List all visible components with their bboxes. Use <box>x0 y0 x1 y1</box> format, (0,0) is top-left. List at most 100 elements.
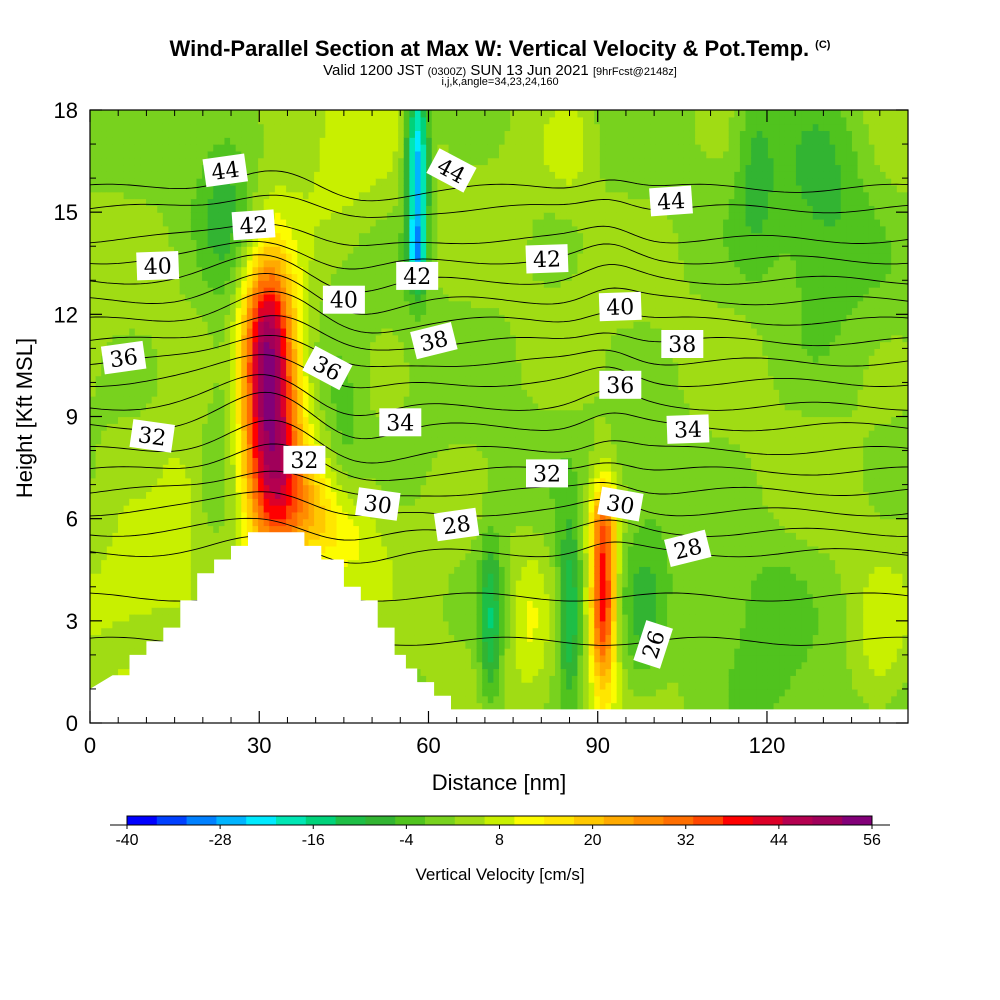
velocity-cell <box>325 511 332 520</box>
velocity-cell <box>302 307 310 315</box>
velocity-cell <box>202 566 209 574</box>
velocity-cell <box>129 579 136 588</box>
velocity-cell <box>297 402 304 411</box>
velocity-cell <box>174 586 181 595</box>
velocity-cell <box>213 450 220 458</box>
velocity-cell <box>134 518 142 527</box>
velocity-cell <box>190 362 198 370</box>
velocity-cell <box>353 402 360 411</box>
velocity-cell <box>134 491 142 499</box>
velocity-cell <box>347 266 354 275</box>
velocity-cell <box>140 464 147 472</box>
velocity-cell <box>274 259 282 268</box>
velocity-cell <box>302 491 310 499</box>
velocity-cell <box>179 423 186 431</box>
velocity-cell <box>336 545 343 554</box>
velocity-cell <box>151 579 158 588</box>
velocity-cell <box>90 280 97 288</box>
velocity-cell <box>179 273 186 281</box>
velocity-cell <box>386 382 394 390</box>
velocity-cell <box>162 191 170 200</box>
velocity-cell <box>252 423 259 431</box>
velocity-cell <box>302 110 310 118</box>
velocity-cell <box>358 212 366 220</box>
velocity-cell <box>174 110 181 118</box>
velocity-cell <box>90 675 97 683</box>
velocity-cell <box>106 212 114 220</box>
velocity-cell <box>386 300 394 309</box>
velocity-cell <box>375 287 382 295</box>
velocity-cell <box>157 470 164 479</box>
velocity-cell <box>95 246 102 254</box>
velocity-cell <box>241 259 248 268</box>
velocity-cell <box>134 559 142 567</box>
velocity-cell <box>157 545 164 554</box>
velocity-cell <box>235 341 242 349</box>
velocity-cell <box>218 389 226 397</box>
velocity-cell <box>325 259 332 268</box>
velocity-cell <box>190 477 198 486</box>
velocity-cell <box>398 525 405 533</box>
velocity-cell <box>213 232 220 241</box>
velocity-cell <box>157 532 164 540</box>
velocity-cell <box>101 396 108 404</box>
velocity-cell <box>146 545 153 554</box>
velocity-cell <box>269 498 276 506</box>
velocity-cell <box>207 144 214 152</box>
velocity-cell <box>151 600 158 608</box>
velocity-cell <box>151 525 158 533</box>
velocity-cell <box>213 218 220 227</box>
velocity-cell <box>353 355 360 363</box>
velocity-cell <box>235 191 242 200</box>
velocity-cell <box>235 511 242 520</box>
velocity-cell <box>106 191 114 200</box>
velocity-cell <box>297 253 304 261</box>
velocity-cell <box>342 416 349 424</box>
velocity-cell <box>146 511 153 520</box>
velocity-cell <box>146 198 153 206</box>
velocity-cell <box>190 150 198 159</box>
velocity-cell <box>218 144 226 152</box>
velocity-cell <box>347 327 354 336</box>
velocity-cell <box>157 198 164 206</box>
velocity-cell <box>392 246 399 254</box>
velocity-cell <box>134 525 142 533</box>
velocity-cell <box>286 191 293 200</box>
velocity-cell <box>129 178 136 186</box>
velocity-cell <box>190 505 198 513</box>
velocity-cell <box>241 239 248 247</box>
velocity-cell <box>375 300 382 309</box>
velocity-cell <box>308 116 315 125</box>
velocity-cell <box>202 389 209 397</box>
velocity-cell <box>325 539 332 547</box>
velocity-cell <box>196 348 203 356</box>
velocity-cell <box>381 559 388 567</box>
velocity-cell <box>218 150 226 159</box>
velocity-cell <box>190 273 198 281</box>
velocity-cell <box>246 239 254 247</box>
velocity-cell <box>347 416 354 424</box>
velocity-cell <box>381 198 388 206</box>
velocity-cell <box>151 314 158 322</box>
velocity-cell <box>342 273 349 281</box>
velocity-cell <box>106 232 114 241</box>
velocity-cell <box>291 178 298 186</box>
velocity-cell <box>95 491 102 499</box>
velocity-cell <box>325 443 332 452</box>
velocity-cell <box>353 280 360 288</box>
velocity-cell <box>101 518 108 527</box>
velocity-cell <box>280 150 287 159</box>
velocity-cell <box>123 586 130 595</box>
velocity-cell <box>246 157 254 166</box>
velocity-cell <box>358 477 366 486</box>
velocity-cell <box>95 191 102 200</box>
velocity-cell <box>190 593 198 601</box>
velocity-cell <box>230 470 237 479</box>
velocity-cell <box>274 362 282 370</box>
velocity-cell <box>297 368 304 377</box>
velocity-cell <box>95 539 102 547</box>
velocity-cell <box>241 362 248 370</box>
velocity-cell <box>235 198 242 206</box>
velocity-cell <box>386 253 394 261</box>
